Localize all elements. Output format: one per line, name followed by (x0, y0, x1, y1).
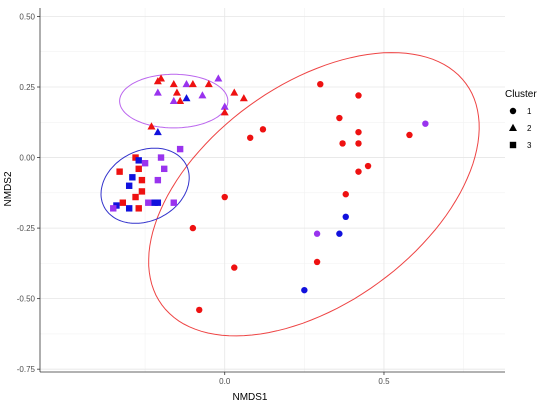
data-point (138, 176, 146, 184)
data-point (182, 94, 191, 102)
data-point (313, 258, 321, 266)
legend: Cluster 1 2 3 (505, 89, 537, 150)
data-point (157, 154, 165, 161)
data-point (145, 199, 152, 206)
data-point (247, 134, 254, 141)
data-point (153, 127, 162, 136)
x-tick-labels: 0.0 0.5 (219, 377, 390, 386)
data-point (125, 205, 133, 212)
y-tick-label: 0.25 (19, 83, 35, 92)
data-point (138, 188, 146, 195)
legend-label: 1 (527, 107, 532, 116)
data-point (355, 92, 362, 99)
data-point (119, 199, 127, 206)
data-point (153, 88, 162, 96)
y-tick-label: 0.00 (19, 154, 35, 163)
data-point (221, 193, 228, 201)
y-axis-title: NMDS2 (3, 171, 14, 206)
data-point (214, 74, 223, 82)
data-point (135, 165, 142, 173)
data-point (182, 79, 191, 88)
data-point (196, 306, 203, 314)
data-point (406, 131, 413, 139)
legend-title: Cluster (505, 89, 537, 100)
legend-label: 2 (527, 124, 532, 133)
data-point (188, 79, 197, 88)
data-point (239, 94, 248, 102)
data-point (355, 140, 362, 147)
y-tick-label: -0.75 (17, 365, 36, 374)
data-point (355, 168, 362, 175)
data-point (342, 213, 349, 221)
data-point (161, 165, 168, 173)
data-point (135, 157, 142, 164)
y-tick-label: -0.25 (17, 224, 36, 233)
ellipse-cluster-1 (148, 52, 480, 337)
data-point (154, 199, 162, 206)
x-axis-title: NMDS1 (232, 392, 267, 403)
data-point (154, 176, 162, 184)
y-tick-labels: 0.50 0.25 0.00 -0.25 -0.50 -0.75 (17, 12, 36, 374)
data-point (317, 80, 324, 88)
data-point (169, 79, 178, 88)
axes (37, 8, 505, 375)
ellipse-cluster-3 (100, 147, 190, 224)
ellipses (100, 52, 480, 337)
data-point (198, 91, 207, 99)
data-point (125, 182, 133, 189)
ellipse-cluster-2 (119, 73, 229, 129)
data-point (259, 126, 267, 133)
data-point (176, 145, 184, 153)
data-point (116, 168, 123, 175)
data-point (172, 88, 181, 96)
data-point (170, 199, 177, 206)
data-point (141, 159, 149, 167)
y-tick-label: 0.50 (19, 12, 35, 21)
legend-key-triangle (509, 123, 517, 131)
data-point (355, 128, 362, 136)
data-point (336, 114, 343, 122)
y-tick-label: -0.50 (17, 295, 36, 304)
data-point (342, 191, 349, 198)
data-points (110, 74, 429, 314)
data-point (220, 108, 229, 116)
data-point (301, 286, 308, 294)
data-point (422, 120, 429, 127)
legend-label: 3 (527, 141, 532, 150)
data-point (339, 140, 346, 147)
data-point (169, 96, 178, 105)
data-point (230, 88, 239, 96)
data-point (364, 162, 372, 170)
data-point (231, 264, 238, 271)
data-point (129, 174, 136, 181)
data-point (135, 205, 142, 212)
data-point (220, 102, 229, 110)
data-point (336, 230, 343, 237)
legend-key-square (509, 141, 517, 149)
data-point (204, 79, 213, 88)
data-point (176, 96, 185, 105)
plot-panel (40, 8, 505, 372)
data-point (313, 230, 321, 237)
data-point (132, 193, 139, 201)
data-point (110, 205, 117, 212)
x-tick-label: 0.0 (219, 377, 231, 386)
data-point (189, 224, 197, 232)
legend-key-circle (509, 107, 517, 115)
data-point (147, 122, 156, 130)
x-tick-label: 0.5 (378, 377, 390, 386)
data-point (153, 77, 162, 85)
